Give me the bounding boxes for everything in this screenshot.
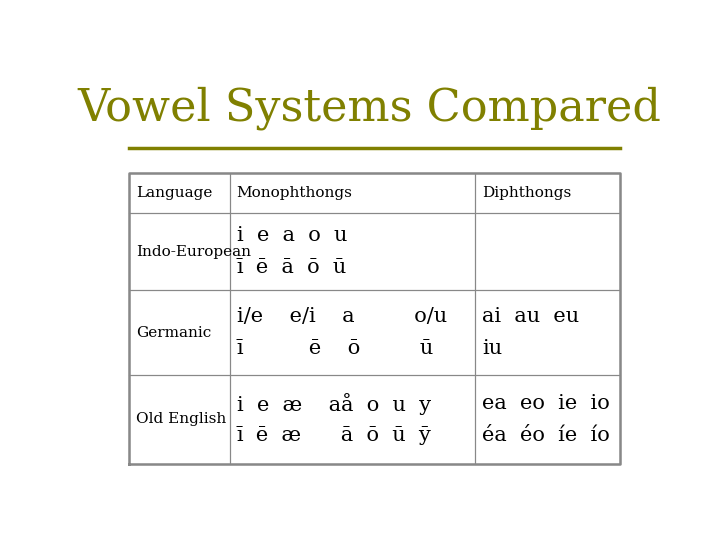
Text: Vowel Systems Compared: Vowel Systems Compared xyxy=(77,86,661,130)
Text: éa  éo  íe  ío: éa éo íe ío xyxy=(482,426,610,444)
Text: ai  au  eu: ai au eu xyxy=(482,307,579,326)
Text: i  e  a  o  u: i e a o u xyxy=(237,226,347,245)
Text: Monophthongs: Monophthongs xyxy=(237,186,352,200)
Text: iu: iu xyxy=(482,339,502,358)
Text: Indo-European: Indo-European xyxy=(136,245,251,259)
Text: Language: Language xyxy=(136,186,212,200)
Text: ī  ē  æ      ā  ō  ū  ȳ: ī ē æ ā ō ū ȳ xyxy=(237,426,431,444)
Text: ī          ē    ō         ū: ī ē ō ū xyxy=(237,339,433,358)
Text: i  e  æ    aå  o  u  y: i e æ aå o u y xyxy=(237,393,431,415)
Text: i/e    e/i    a         o/u: i/e e/i a o/u xyxy=(237,307,446,326)
Text: Old English: Old English xyxy=(136,413,226,427)
Text: ī  ē  ā  ō  ū: ī ē ā ō ū xyxy=(237,258,347,277)
Text: Diphthongs: Diphthongs xyxy=(482,186,571,200)
Text: ea  eo  ie  io: ea eo ie io xyxy=(482,394,610,413)
Text: Germanic: Germanic xyxy=(136,326,211,340)
